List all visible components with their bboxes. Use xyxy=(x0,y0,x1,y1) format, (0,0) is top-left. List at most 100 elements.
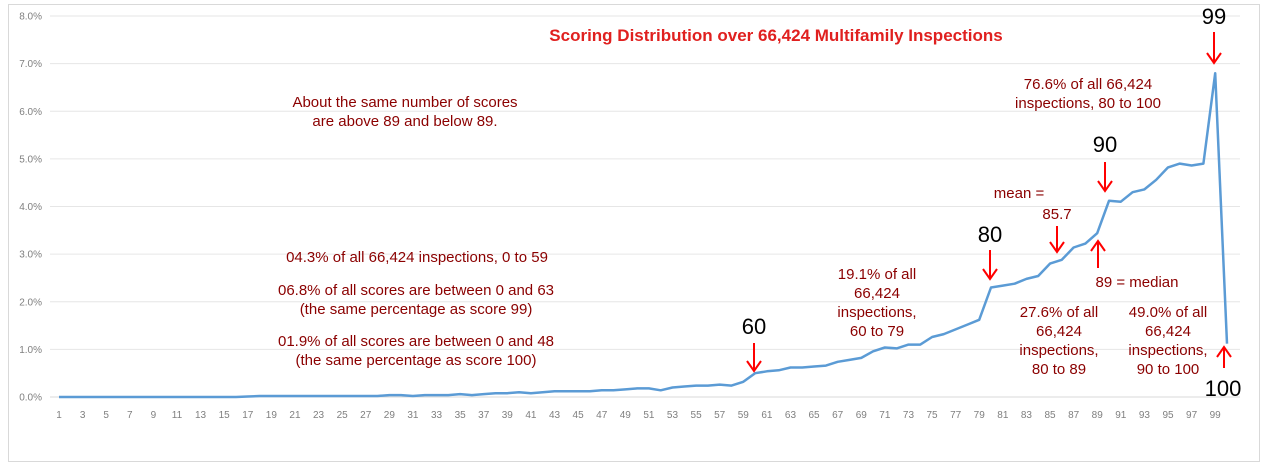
x-tick-label: 43 xyxy=(549,410,561,421)
x-tick-label: 21 xyxy=(289,410,301,421)
annotation-pct-90-100-2: 66,424 xyxy=(1145,323,1191,340)
x-tick-label: 99 xyxy=(1210,410,1222,421)
y-tick-label: 6.0% xyxy=(19,107,42,118)
annotation-pct-0-63-2: (the same percentage as score 99) xyxy=(300,301,533,318)
x-tick-label: 35 xyxy=(455,410,467,421)
x-tick-label: 55 xyxy=(691,410,703,421)
y-axis-ticks: 0.0% 1.0% 2.0% 3.0% 4.0% 5.0% 6.0% 7.0% 8.0% xyxy=(19,12,42,404)
x-tick-label: 85 xyxy=(1044,410,1056,421)
label-score-80: 80 xyxy=(978,222,1002,247)
x-tick-label: 65 xyxy=(809,410,821,421)
arrow-median xyxy=(1090,239,1106,268)
x-tick-label: 63 xyxy=(785,410,797,421)
x-tick-label: 81 xyxy=(997,410,1009,421)
x-tick-label: 37 xyxy=(478,410,490,421)
x-tick-label: 17 xyxy=(242,410,254,421)
annotation-pct-80-89-3: inspections, xyxy=(1019,342,1098,359)
arrow-mean xyxy=(1049,226,1065,254)
annotation-above-below-1: About the same number of scores xyxy=(292,94,517,111)
x-tick-label: 31 xyxy=(407,410,419,421)
annotation-pct-60-79-4: 60 to 79 xyxy=(850,323,904,340)
annotation-pct-80-100-2: inspections, 80 to 100 xyxy=(1015,95,1161,112)
label-score-90: 90 xyxy=(1093,132,1117,157)
x-tick-label: 39 xyxy=(502,410,514,421)
y-tick-label: 8.0% xyxy=(19,12,42,23)
annotation-pct-90-100-3: inspections, xyxy=(1128,342,1207,359)
x-tick-label: 11 xyxy=(172,410,183,421)
x-tick-label: 41 xyxy=(525,410,537,421)
annotation-pct-80-89-1: 27.6% of all xyxy=(1020,304,1098,321)
label-score-100: 100 xyxy=(1205,376,1242,401)
y-tick-label: 2.0% xyxy=(19,297,42,308)
annotation-mean-1: mean = xyxy=(994,185,1045,202)
annotation-arrows xyxy=(746,32,1232,373)
x-tick-label: 69 xyxy=(856,410,868,421)
x-tick-label: 19 xyxy=(266,410,278,421)
y-tick-label: 7.0% xyxy=(19,59,42,70)
annotation-pct-90-100-4: 90 to 100 xyxy=(1137,361,1200,378)
x-tick-label: 7 xyxy=(127,410,133,421)
x-tick-label: 53 xyxy=(667,410,679,421)
x-tick-label: 59 xyxy=(738,410,750,421)
x-tick-label: 33 xyxy=(431,410,443,421)
label-score-99: 99 xyxy=(1202,4,1226,29)
arrow-score-100 xyxy=(1216,345,1232,368)
x-tick-label: 71 xyxy=(879,410,891,421)
x-tick-label: 51 xyxy=(643,410,655,421)
x-tick-label: 75 xyxy=(926,410,938,421)
x-tick-label: 27 xyxy=(360,410,372,421)
x-tick-label: 91 xyxy=(1115,410,1127,421)
arrow-score-80 xyxy=(982,250,998,281)
x-tick-label: 1 xyxy=(56,410,62,421)
x-tick-label: 89 xyxy=(1092,410,1104,421)
y-tick-label: 5.0% xyxy=(19,154,42,165)
annotation-above-below-2: are above 89 and below 89. xyxy=(312,113,497,130)
annotation-pct-0-48-1: 01.9% of all scores are between 0 and 48 xyxy=(278,333,554,350)
x-tick-label: 87 xyxy=(1068,410,1080,421)
x-tick-label: 5 xyxy=(103,410,109,421)
label-score-60: 60 xyxy=(742,314,766,339)
arrow-score-60 xyxy=(746,343,762,373)
x-tick-label: 83 xyxy=(1021,410,1033,421)
x-tick-label: 13 xyxy=(195,410,207,421)
x-axis-ticks: 1 3 5 7 9 11 13 15 17 19 21 23 25 27 29 31 33 35 37 39 41 43 4… xyxy=(56,410,1221,421)
annotation-pct-80-100-1: 76.6% of all 66,424 xyxy=(1024,76,1152,93)
x-tick-label: 29 xyxy=(384,410,396,421)
x-tick-label: 79 xyxy=(974,410,986,421)
x-tick-label: 25 xyxy=(337,410,349,421)
arrow-score-99 xyxy=(1206,32,1222,65)
annotation-pct-90-100-1: 49.0% of all xyxy=(1129,304,1207,321)
annotation-median: 89 = median xyxy=(1096,274,1179,291)
annotation-pct-60-79-3: inspections, xyxy=(837,304,916,321)
x-tick-label: 49 xyxy=(620,410,632,421)
x-tick-label: 67 xyxy=(832,410,844,421)
y-tick-label: 4.0% xyxy=(19,202,42,213)
x-tick-label: 77 xyxy=(950,410,962,421)
annotation-pct-80-89-4: 80 to 89 xyxy=(1032,361,1086,378)
y-tick-label: 3.0% xyxy=(19,250,42,261)
series-line xyxy=(59,71,1229,399)
x-tick-label: 45 xyxy=(573,410,585,421)
y-tick-label: 0.0% xyxy=(19,393,42,404)
chart-frame xyxy=(8,4,1260,462)
annotation-pct-0-63-1: 06.8% of all scores are between 0 and 63 xyxy=(278,282,554,299)
annotation-pct-0-59: 04.3% of all 66,424 inspections, 0 to 59 xyxy=(286,249,548,266)
x-tick-label: 23 xyxy=(313,410,325,421)
x-tick-label: 73 xyxy=(903,410,915,421)
chart-title: Scoring Distribution over 66,424 Multifa… xyxy=(549,26,1002,45)
x-tick-label: 97 xyxy=(1186,410,1198,421)
x-tick-label: 95 xyxy=(1162,410,1174,421)
x-tick-label: 9 xyxy=(151,410,157,421)
annotation-pct-80-89-2: 66,424 xyxy=(1036,323,1082,340)
x-tick-label: 15 xyxy=(219,410,231,421)
annotation-pct-60-79-2: 66,424 xyxy=(854,285,900,302)
x-tick-label: 3 xyxy=(80,410,86,421)
annotation-pct-0-48-2: (the same percentage as score 100) xyxy=(296,352,537,369)
arrow-score-90 xyxy=(1097,162,1113,193)
annotation-pct-60-79-1: 19.1% of all xyxy=(838,266,916,283)
x-tick-label: 93 xyxy=(1139,410,1151,421)
annotation-mean-2: 85.7 xyxy=(1042,206,1071,223)
y-tick-label: 1.0% xyxy=(19,345,42,356)
x-tick-label: 57 xyxy=(714,410,726,421)
